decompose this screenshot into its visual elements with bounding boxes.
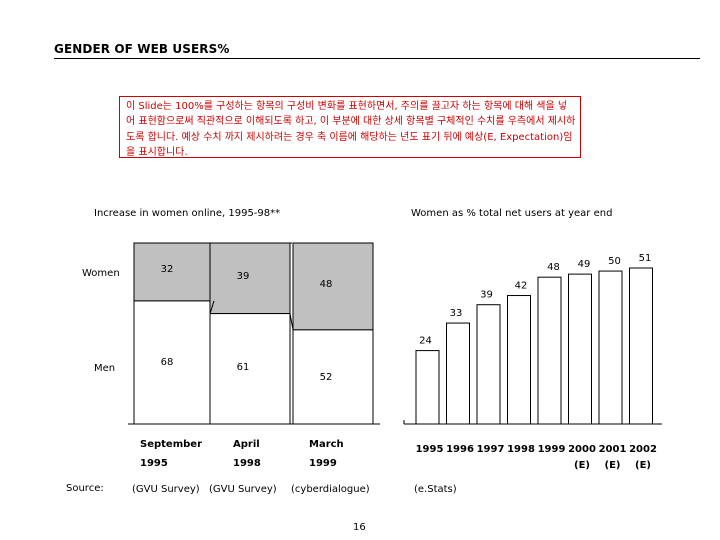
- men-value-label: 52: [320, 372, 333, 383]
- men-value-label: 68: [161, 357, 174, 368]
- source-label: Source:: [66, 483, 104, 494]
- year-label: 2002: [629, 444, 657, 455]
- women-share-bar: [476, 304, 501, 425]
- left-category-label-1: March: [309, 439, 344, 450]
- year-label: 1995: [416, 444, 444, 455]
- page-number: 16: [353, 522, 366, 533]
- women-share-bar: [537, 276, 562, 425]
- left-chart-title: Increase in women online, 1995-98**: [94, 208, 281, 219]
- women-bar: [133, 242, 215, 302]
- estimate-label: (E): [574, 460, 590, 471]
- boundary-connector: [209, 300, 215, 314]
- title-underline: [54, 58, 700, 59]
- bar-value-label: 24: [419, 336, 432, 347]
- left-category-label-2: 1999: [309, 458, 337, 469]
- legend-men-label: Men: [94, 363, 116, 374]
- left-category-label-2: 1998: [233, 458, 261, 469]
- men-bar: [292, 329, 374, 425]
- year-label: 1997: [477, 444, 505, 455]
- women-value-label: 39: [237, 271, 250, 282]
- bar-value-label: 39: [480, 290, 493, 301]
- women-share-bar: [598, 270, 623, 425]
- bar-value-label: 48: [547, 262, 560, 273]
- page-title: GENDER OF WEB USERS%: [54, 42, 230, 56]
- left-source-label: (GVU Survey): [209, 484, 277, 495]
- bar-value-label: 42: [515, 281, 528, 292]
- women-bar: [209, 242, 291, 315]
- bar-value-label: 49: [578, 259, 591, 270]
- year-label: 1998: [507, 444, 535, 455]
- left-category-label-1: April: [233, 439, 260, 450]
- women-bar: [292, 242, 374, 331]
- left-source-label: (cyberdialogue): [291, 484, 370, 495]
- men-bar: [209, 313, 291, 425]
- estimate-label: (E): [635, 460, 651, 471]
- year-label: 2001: [599, 444, 627, 455]
- women-value-label: 48: [320, 279, 333, 290]
- left-category-label-2: 1995: [140, 458, 168, 469]
- women-share-bar: [629, 267, 653, 425]
- men-value-label: 61: [237, 362, 250, 373]
- women-value-label: 32: [161, 264, 174, 275]
- women-share-bar: [507, 295, 531, 425]
- right-source-label: (e.Stats): [414, 484, 457, 495]
- left-category-label-1: September: [140, 439, 202, 450]
- year-label: 1996: [446, 444, 474, 455]
- right-chart-title: Women as % total net users at year end: [411, 208, 613, 219]
- year-label: 2000: [568, 444, 596, 455]
- bar-value-label: 50: [608, 256, 621, 267]
- bar-value-label: 51: [639, 253, 652, 264]
- women-share-bar: [415, 350, 440, 425]
- women-share-bar: [446, 322, 470, 425]
- women-share-bar: [568, 273, 592, 425]
- left-source-label: (GVU Survey): [132, 484, 200, 495]
- year-label: 1999: [538, 444, 566, 455]
- legend-women-label: Women: [82, 268, 120, 279]
- men-bar: [133, 300, 215, 425]
- instruction-note: 이 Slide는 100%를 구성하는 항목의 구성비 변화를 표현하면서, 주…: [119, 96, 581, 158]
- bar-value-label: 33: [450, 308, 463, 319]
- boundary-connector: [289, 313, 294, 330]
- estimate-label: (E): [605, 460, 621, 471]
